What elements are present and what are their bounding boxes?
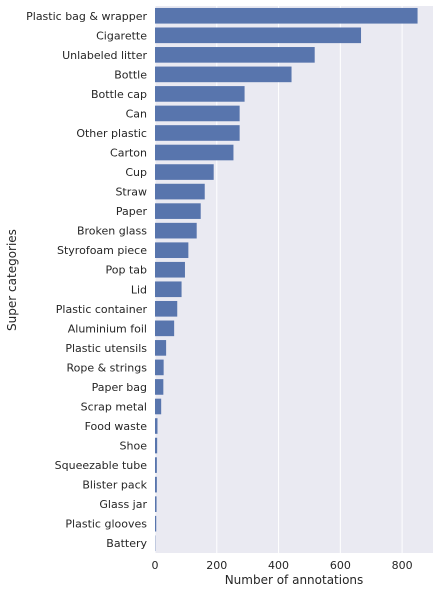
bar-3 (155, 66, 292, 83)
bar-11 (155, 222, 197, 239)
bar-2 (155, 47, 315, 63)
category-label: Plastic bag & wrapper (26, 10, 147, 23)
bar-8 (155, 164, 214, 180)
category-label: Cup (125, 166, 147, 179)
category-label: Carton (110, 147, 147, 160)
x-axis-title: Number of annotations (225, 573, 364, 587)
bar-14 (155, 281, 182, 298)
bar-4 (155, 86, 245, 102)
category-label: Squeezable tube (55, 459, 148, 472)
category-label: Bottle cap (91, 88, 147, 101)
bar-16 (155, 320, 175, 337)
bar-23 (155, 457, 157, 473)
x-tick-label: 800 (392, 559, 413, 572)
bars (155, 7, 418, 552)
category-label: Paper (116, 205, 148, 218)
x-tick-label: 200 (206, 559, 227, 572)
category-label: Glass jar (99, 498, 147, 511)
bar-5 (155, 105, 240, 122)
bar-24 (155, 476, 157, 493)
category-label: Can (126, 107, 147, 120)
category-label: Plastic utensils (65, 342, 147, 355)
bar-6 (155, 125, 240, 141)
bar-15 (155, 300, 178, 317)
category-label: Shoe (120, 440, 148, 453)
bar-19 (155, 379, 164, 395)
bar-7 (155, 144, 234, 161)
category-label: Battery (106, 537, 147, 550)
category-label: Broken glass (77, 225, 147, 238)
y-axis-title: Super categories (5, 229, 19, 331)
bar-1 (155, 27, 362, 44)
bar-0 (155, 7, 418, 24)
x-tick-label: 0 (152, 559, 159, 572)
bar-12 (155, 242, 189, 259)
category-label: Cigarette (96, 29, 147, 42)
bar-20 (155, 398, 162, 415)
category-labels: Plastic bag & wrapper Cigarette Unlabeled … (26, 10, 147, 550)
category-label: Plastic glooves (65, 518, 147, 531)
bar-9 (155, 183, 205, 200)
category-label: Styrofoam piece (57, 244, 147, 257)
category-label: Scrap metal (81, 400, 147, 413)
category-label: Aluminium foil (68, 322, 147, 335)
category-label: Lid (131, 283, 147, 296)
bar-17 (155, 340, 167, 356)
category-label: Plastic container (56, 303, 148, 316)
x-tick-labels: 0 200 400 600 800 (152, 559, 413, 572)
bar-21 (155, 418, 158, 434)
category-label: Pop tab (106, 264, 148, 277)
category-label: Unlabeled litter (62, 49, 147, 62)
x-tick-label: 400 (268, 559, 289, 572)
category-label: Paper bag (92, 381, 147, 394)
category-label: Straw (115, 186, 147, 199)
x-tick-label: 600 (330, 559, 351, 572)
bar-18 (155, 359, 164, 376)
category-label: Other plastic (76, 127, 147, 140)
bar-10 (155, 203, 201, 219)
bar-26 (155, 515, 157, 532)
category-label: Blister pack (82, 479, 147, 492)
category-label: Bottle (114, 68, 147, 81)
bar-22 (155, 437, 158, 454)
bar-25 (155, 496, 157, 512)
category-label: Rope & strings (66, 361, 147, 374)
category-label: Food waste (85, 420, 148, 433)
bar-13 (155, 261, 185, 278)
